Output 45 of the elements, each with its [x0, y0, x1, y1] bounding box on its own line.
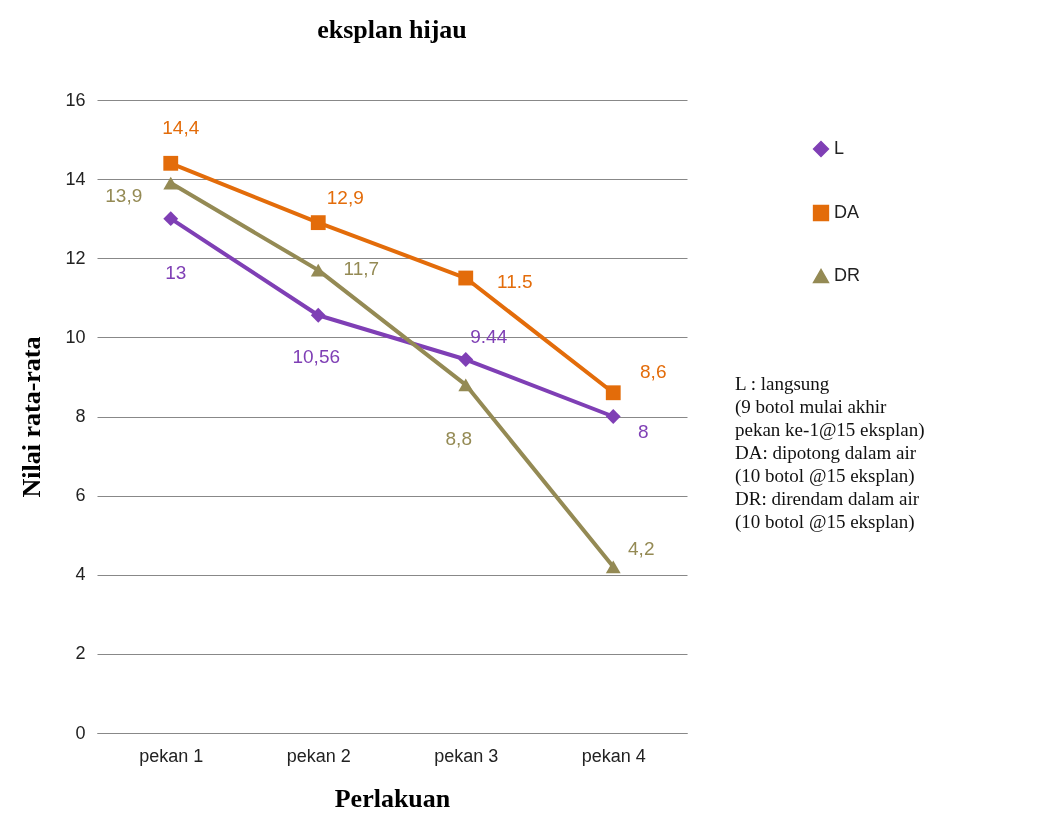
- data-label: 8,8: [445, 427, 472, 449]
- point: [163, 211, 179, 227]
- data-label: 11,7: [343, 258, 380, 280]
- y-axis-title: Nilai rata-rata: [17, 336, 47, 498]
- x-tick-label: pekan 4: [581, 745, 646, 766]
- x-tick-label: pekan 1: [139, 745, 204, 766]
- x-tick-label: pekan 3: [434, 745, 499, 766]
- text: L : langsung (9 botol mulai akhir pekan ke-1@15 eksplan): [735, 373, 925, 441]
- y-tick-label: 8: [75, 406, 86, 426]
- data-label: 13: [165, 261, 187, 283]
- point: [605, 409, 621, 424]
- point: [605, 385, 621, 401]
- point: [605, 560, 621, 574]
- text: DA: dipotong dalam air (10 botol @15 eksplan): [735, 442, 917, 487]
- x-tick-label: pekan 2: [286, 745, 351, 766]
- y-tick-label: 2: [75, 643, 86, 664]
- y-tick-label: 4: [75, 564, 86, 585]
- point: [310, 307, 326, 323]
- y-tick-label: 6: [75, 485, 86, 506]
- x-axis-title: Perlakuan: [334, 783, 451, 813]
- legend-label: DR: [834, 265, 860, 285]
- y-tick-label: 12: [65, 247, 86, 268]
- point: [458, 378, 474, 392]
- data-label: 10,56: [292, 346, 341, 368]
- data-label: 14,4: [162, 117, 200, 139]
- data-label: 13,9: [105, 185, 143, 207]
- legend-label: DA: [834, 202, 860, 222]
- point: [310, 215, 326, 231]
- y-tick-label: 14: [65, 168, 86, 189]
- legend-label: L: [834, 138, 845, 158]
- point: [458, 270, 474, 286]
- data-label: 8: [637, 420, 649, 442]
- y-tick-label: 16: [65, 89, 86, 110]
- point: [163, 176, 179, 190]
- point: [458, 352, 474, 367]
- y-tick-label: 0: [75, 722, 86, 743]
- chart-title: eksplan hijau: [317, 15, 467, 44]
- data-label: 11.5: [496, 271, 533, 293]
- data-label: 4,2: [628, 537, 655, 559]
- text: DR: direndam dalam air (10 botol @15 eksplan): [735, 488, 920, 533]
- y-tick-label: 10: [65, 326, 86, 347]
- point: [310, 263, 326, 277]
- data-label: 12,9: [326, 186, 364, 208]
- data-label: 8,6: [640, 360, 667, 382]
- point: [163, 155, 179, 171]
